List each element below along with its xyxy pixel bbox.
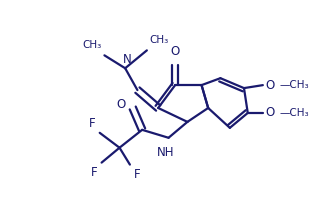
Text: CH₃: CH₃: [150, 35, 169, 45]
Text: N: N: [123, 53, 131, 66]
Text: F: F: [91, 166, 98, 179]
Text: —CH₃: —CH₃: [280, 80, 310, 90]
Text: O: O: [116, 98, 125, 111]
Text: O: O: [266, 106, 275, 120]
Text: F: F: [89, 117, 96, 130]
Text: F: F: [134, 168, 140, 181]
Text: O: O: [171, 45, 180, 58]
Text: O: O: [266, 79, 275, 92]
Text: —CH₃: —CH₃: [280, 108, 310, 118]
Text: CH₃: CH₃: [82, 40, 102, 50]
Text: NH: NH: [157, 146, 174, 159]
